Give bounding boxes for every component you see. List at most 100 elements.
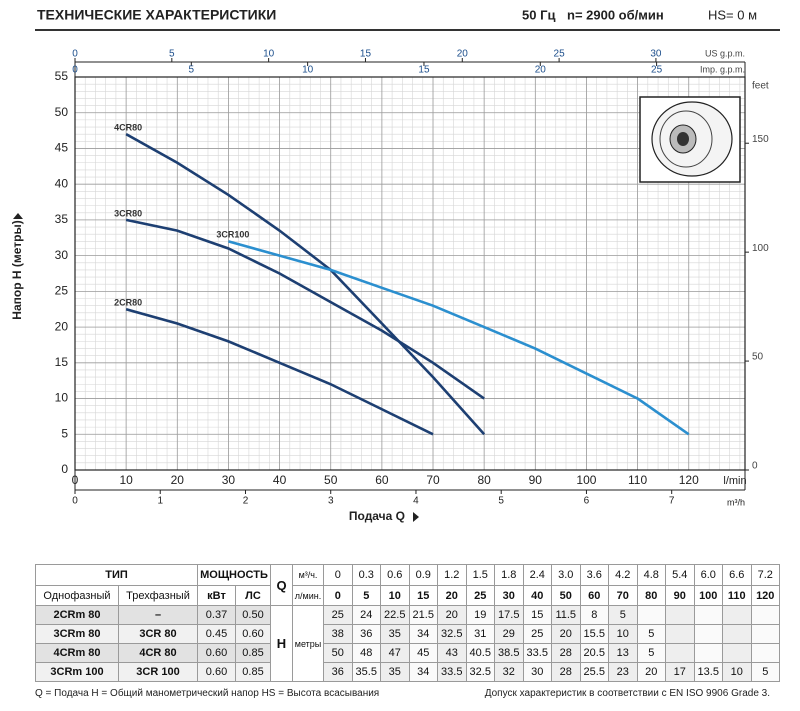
y-tick-label: 25 [55,284,69,298]
head-cell: 34 [408,624,438,644]
head-cell: 20 [437,605,467,625]
flow-cell: 90 [665,585,695,606]
y-tick-label: 50 [55,105,69,119]
header-cell: Однофазный [35,585,119,606]
x-unit-label: l/min [723,475,746,487]
head-cell: 20.5 [579,643,609,663]
head-cell: 50 [323,643,353,663]
y-tick-label: 55 [55,69,69,83]
unit-cell: л/мин. [292,585,324,606]
top-tick-label: 10 [302,65,314,76]
head-cell: 35 [380,662,410,682]
model-cell: 4CR 80 [118,643,198,663]
head-cell [636,605,666,625]
flow-cell: 6.0 [693,564,723,586]
header-cell: Трехфазный [118,585,198,606]
y-tick-label: 45 [55,141,69,155]
pump-curve [125,133,486,436]
flow-cell: 7.2 [750,564,780,586]
head-cell: 5 [636,643,666,663]
right-tick-label: 150 [752,134,769,145]
head-cell: 25.5 [579,662,609,682]
top-tick-label: 30 [650,49,662,60]
flow-cell: 40 [522,585,552,606]
head-cell: 17 [665,662,695,682]
head-cell: 20 [636,662,666,682]
head-cell: 13 [608,643,638,663]
power-cell: 0.37 [197,605,236,625]
curve-label: 2CR80 [114,298,142,308]
head-cell: 15 [522,605,552,625]
y-axis-arrow [13,213,23,219]
flow-cell: 20 [437,585,467,606]
head-cell [665,624,695,644]
top-tick-label: 20 [535,65,547,76]
flow-cell: 5.4 [665,564,695,586]
pump-curve [125,218,485,400]
top-tick-label: 25 [651,65,663,76]
head-cell [722,643,752,663]
power-cell: 0.60 [235,624,271,644]
model-cell: – [118,605,198,625]
flow-cell: 3.6 [579,564,609,586]
header-cell: H [270,605,293,682]
head-cell: 45 [408,643,438,663]
bottom-tick-label: 1 [157,496,163,507]
frequency: 50 Гц [522,7,555,22]
top-tick-label: 10 [263,49,275,60]
power-cell: 0.50 [235,605,271,625]
x-tick-label: 90 [529,473,543,487]
head-cell: 20 [551,624,581,644]
y-tick-label: 35 [55,212,69,226]
y-tick-label: 40 [55,176,69,190]
flow-cell: 15 [408,585,438,606]
flow-cell: 70 [608,585,638,606]
suction: HS= 0 м [708,7,757,22]
flow-cell: 0.6 [380,564,410,586]
top-axis-label: Imp. g.p.m. [700,64,745,74]
y-axis-title: Напор H (метры) [10,220,24,319]
power-cell: 0.85 [235,643,271,663]
flow-cell: 120 [750,585,780,606]
top-tick-label: 15 [360,49,372,60]
bottom-axis-label: m³/h [727,497,745,507]
head-cell: 28 [551,643,581,663]
head-cell: 31 [465,624,495,644]
impeller [659,110,713,168]
bottom-tick-label: 0 [72,496,78,507]
head-cell: 23 [608,662,638,682]
head-cell [750,605,780,625]
power-cell: 0.45 [197,624,236,644]
head-cell: 10 [722,662,752,682]
x-axis-title: Подача Q [349,509,405,523]
model-cell: 3CRm 80 [35,624,119,644]
bottom-tick-label: 3 [328,496,334,507]
bottom-tick-label: 4 [413,496,419,507]
flow-cell: 110 [722,585,752,606]
head-cell: 28 [551,662,581,682]
unit-cell: м³/ч. [292,564,324,586]
head-cell: 5 [750,662,780,682]
plot-border [74,76,746,471]
flow-cell: 2.4 [522,564,552,586]
head-cell [693,643,723,663]
header-cell: ЛС [235,585,271,606]
x-tick-label: 70 [426,473,440,487]
flow-cell: 4.2 [608,564,638,586]
head-cell: 43 [437,643,467,663]
flow-cell: 100 [693,585,723,606]
x-axis-arrow [413,512,419,522]
power-cell: 0.60 [197,662,236,682]
x-tick-label: 110 [628,473,647,487]
y-tick-label: 20 [55,319,69,333]
top-tick-label: 25 [554,49,566,60]
footer-legend: Q = Подача H = Общий манометрический нап… [35,688,380,699]
head-cell: 15.5 [579,624,609,644]
head-cell: 33.5 [437,662,467,682]
right-tick-label: 100 [752,243,769,254]
head-cell [693,624,723,644]
flow-cell: 1.2 [437,564,467,586]
head-cell: 38.5 [494,643,524,663]
head-cell: 32.5 [465,662,495,682]
flow-cell: 1.5 [465,564,495,586]
